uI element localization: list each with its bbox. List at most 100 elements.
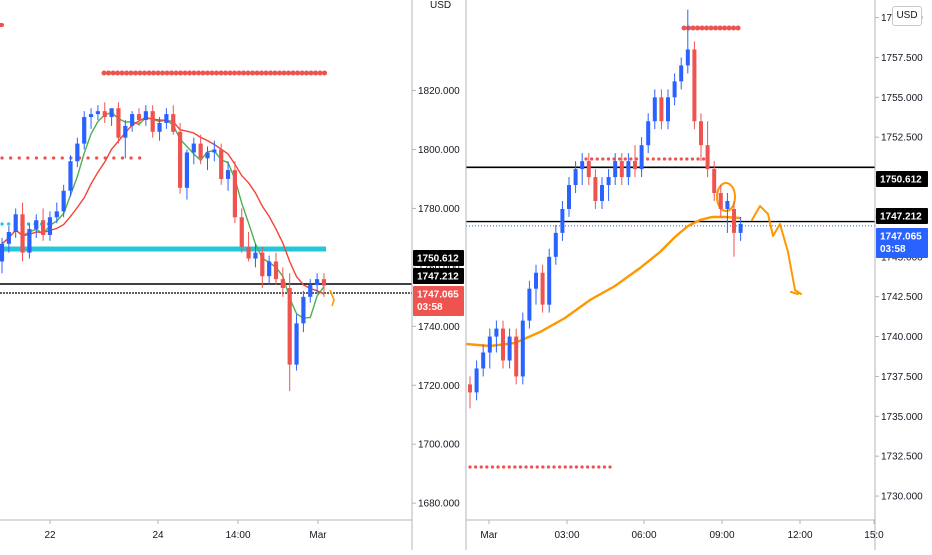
candle-body xyxy=(294,323,299,365)
candle-body xyxy=(487,336,492,353)
candle-body xyxy=(308,285,313,297)
candle-body xyxy=(520,320,525,377)
candle-body xyxy=(143,111,148,120)
projection-arrow-mini xyxy=(329,289,335,307)
candle-body xyxy=(246,246,251,259)
slow-moving-average-line xyxy=(1,116,325,295)
candle-body xyxy=(718,193,723,209)
candle-body xyxy=(164,114,169,123)
candle-body xyxy=(13,214,18,232)
candle-body xyxy=(123,125,128,138)
price-tag-box xyxy=(413,268,464,284)
y-tick-label: 1737.500 xyxy=(881,372,923,383)
candle-body xyxy=(198,143,203,159)
candle-body xyxy=(315,279,320,286)
x-tick-label: 09:00 xyxy=(709,530,734,541)
candle-body xyxy=(527,288,532,321)
x-tick-label: 24 xyxy=(152,530,164,541)
candle-body xyxy=(225,170,231,179)
candle-body xyxy=(205,152,210,159)
candle-body xyxy=(267,261,272,277)
right-currency-button[interactable]: USD xyxy=(892,6,922,26)
candle-body xyxy=(150,111,155,132)
candle-body xyxy=(633,161,637,170)
y-tick-label: 1757.500 xyxy=(881,53,923,64)
left-drawings xyxy=(0,23,412,319)
candle-body xyxy=(468,384,472,393)
x-tick-label: Mar xyxy=(309,530,327,541)
y-tick-label: 1740.000 xyxy=(881,332,923,343)
candle-body xyxy=(75,143,80,162)
y-tick-label: 1720.000 xyxy=(418,381,460,392)
left-currency-label: USD xyxy=(430,0,452,11)
candle-body xyxy=(219,149,224,179)
candle-body xyxy=(301,296,306,324)
right-time-axis[interactable]: Mar 03:00 06:00 09:00 12:00 15:0 xyxy=(480,520,884,541)
y-tick-label: 1752.500 xyxy=(881,133,923,144)
candle-body xyxy=(171,114,176,132)
right-drawings xyxy=(466,25,875,469)
price-tag-label: 1750.612 xyxy=(880,175,922,186)
candle-body xyxy=(136,114,142,120)
x-tick-label: 03:00 xyxy=(554,530,579,541)
y-tick-label: 1700.000 xyxy=(418,440,460,451)
price-tag-label: 1747.212 xyxy=(417,272,459,283)
price-tag-box xyxy=(876,228,928,258)
moving-average-curve xyxy=(466,215,742,348)
candle-body xyxy=(130,114,135,126)
right-candles xyxy=(468,9,743,409)
y-tick-label: 1820.000 xyxy=(418,86,460,97)
candle-body xyxy=(116,108,121,138)
candle-body xyxy=(639,145,644,170)
candle-body xyxy=(287,288,292,365)
y-tick-label: 1740.000 xyxy=(418,322,460,333)
candle-body xyxy=(184,152,190,188)
price-tag-countdown: 03:58 xyxy=(417,302,443,313)
candle-body xyxy=(54,211,59,218)
candle-body xyxy=(553,232,558,257)
candle-body xyxy=(239,217,244,247)
candle-body xyxy=(494,328,499,337)
x-tick-label: 06:00 xyxy=(631,530,656,541)
candle-body xyxy=(540,272,545,305)
candle-body xyxy=(732,208,736,233)
candle-body xyxy=(646,121,651,146)
candle-body xyxy=(474,368,479,393)
right-chart-pane[interactable] xyxy=(466,9,875,469)
candle-body xyxy=(547,256,552,305)
y-tick-label: 1730.000 xyxy=(881,492,923,503)
candle-body xyxy=(685,49,690,66)
candle-body xyxy=(593,177,598,201)
price-tag-label: 1747.065 xyxy=(417,290,459,301)
candle-body xyxy=(481,352,486,369)
candle-body xyxy=(61,190,66,212)
price-tag-countdown: 03:58 xyxy=(880,244,906,255)
left-time-axis[interactable]: 22 24 14:00 Mar xyxy=(44,520,327,541)
candle-body xyxy=(41,220,46,235)
candle-body xyxy=(157,122,162,132)
y-tick-label: 1732.500 xyxy=(881,452,923,463)
candle-body xyxy=(6,232,11,244)
left-chart-pane[interactable] xyxy=(0,23,412,392)
y-tick-label: 1735.000 xyxy=(881,412,923,423)
projection-arrow xyxy=(751,205,802,295)
candle-body xyxy=(679,65,684,82)
candle-body xyxy=(580,161,585,170)
candle-body xyxy=(712,169,717,194)
y-tick-label: 1780.000 xyxy=(418,204,460,215)
candle-body xyxy=(280,279,285,288)
x-tick-label: 22 xyxy=(44,530,56,541)
candle-body xyxy=(560,208,565,233)
candle-body xyxy=(253,252,258,259)
candle-body xyxy=(68,161,73,191)
candle-body xyxy=(738,223,743,233)
x-tick-label: 15:0 xyxy=(864,530,884,541)
candle-body xyxy=(191,143,196,153)
candle-body xyxy=(20,214,25,253)
highlight-circle xyxy=(716,182,736,212)
y-tick-label: 1755.000 xyxy=(881,93,923,104)
x-tick-label: 14:00 xyxy=(225,530,250,541)
